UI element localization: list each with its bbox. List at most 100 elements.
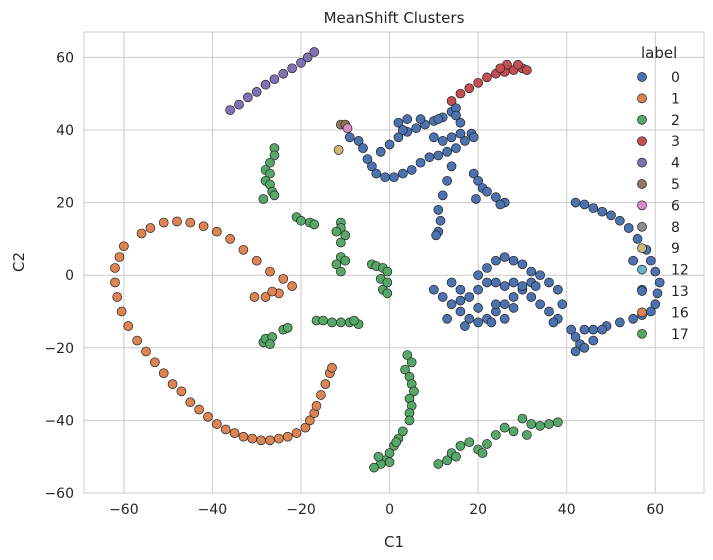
data-point: [331, 259, 342, 270]
data-point: [265, 168, 275, 179]
plot-area: [83, 31, 705, 494]
data-point: [176, 386, 187, 397]
x-axis-label: C1: [384, 533, 404, 551]
legend-entry: 1: [637, 91, 680, 107]
data-point: [446, 277, 457, 288]
data-point: [291, 428, 302, 438]
legend-marker: [637, 307, 647, 318]
data-point: [628, 313, 638, 324]
data-point: [473, 77, 483, 88]
data-point: [384, 457, 395, 467]
data-point: [340, 255, 351, 266]
data-point: [579, 324, 590, 335]
data-point: [316, 390, 326, 400]
legend-entry: 4: [637, 156, 680, 172]
data-point: [464, 313, 475, 324]
data-point: [251, 87, 262, 97]
x-tick-label: −20: [286, 502, 316, 518]
data-point: [650, 299, 661, 310]
data-point: [442, 146, 452, 157]
data-point: [362, 154, 373, 164]
y-tick-label: −20: [44, 341, 74, 357]
data-point: [508, 426, 519, 437]
data-point: [499, 299, 510, 310]
data-point: [473, 270, 483, 281]
data-point: [508, 292, 519, 302]
data-point: [429, 284, 439, 295]
data-point: [398, 168, 408, 179]
y-tick-labels: −60 −40 −20 0 20 40 60: [44, 50, 74, 502]
series-label-1: [110, 216, 337, 446]
data-point: [491, 299, 501, 310]
data-point: [471, 194, 481, 204]
legend-entry: 8: [637, 220, 680, 236]
data-point: [517, 259, 528, 270]
data-point: [535, 420, 545, 431]
data-point: [251, 255, 262, 266]
data-point: [455, 88, 466, 99]
data-point: [544, 277, 554, 288]
data-point: [460, 136, 470, 146]
x-tick-label: −40: [198, 502, 228, 518]
series-label-13: [344, 125, 408, 143]
data-point: [526, 292, 537, 302]
data-point: [431, 230, 441, 241]
data-point: [212, 419, 222, 429]
data-point: [491, 277, 501, 288]
legend-marker: [637, 328, 647, 339]
data-point: [646, 306, 656, 317]
data-point: [654, 277, 665, 288]
x-tick-label: 40: [558, 502, 576, 518]
data-point: [398, 426, 408, 437]
data-point: [570, 332, 581, 342]
data-point: [499, 313, 510, 324]
data-point: [349, 315, 359, 326]
data-point: [278, 273, 289, 284]
data-point: [278, 68, 289, 79]
grid-lines: [84, 32, 704, 494]
data-point: [526, 419, 537, 429]
legend-label: 0: [671, 70, 680, 86]
chart-title: MeanShift Clusters: [324, 9, 465, 27]
data-point: [327, 362, 337, 373]
data-point: [513, 59, 523, 70]
data-point: [442, 455, 452, 466]
data-point: [464, 292, 475, 302]
data-point: [282, 322, 293, 333]
data-point: [269, 190, 280, 201]
data-point: [234, 99, 244, 110]
data-point: [566, 324, 576, 335]
data-point: [437, 136, 448, 146]
legend-entry: 13: [637, 284, 689, 300]
legend-marker: [637, 200, 647, 211]
data-point: [433, 459, 444, 469]
data-point: [185, 397, 196, 408]
data-point: [123, 321, 134, 331]
data-point: [269, 150, 280, 161]
data-point: [333, 145, 344, 155]
data-point: [433, 150, 444, 161]
data-point: [203, 411, 213, 422]
data-point: [380, 172, 390, 183]
data-point: [553, 284, 563, 295]
data-point: [406, 357, 417, 368]
data-point: [267, 286, 278, 297]
data-point: [260, 79, 271, 90]
legend-label: 8: [671, 220, 680, 236]
data-point: [535, 299, 545, 310]
data-point: [309, 219, 320, 230]
data-point: [473, 317, 483, 328]
series-label-4: [225, 47, 320, 115]
data-point: [296, 215, 306, 226]
legend-entry: 16: [637, 305, 689, 321]
data-point: [384, 139, 395, 150]
data-point: [342, 123, 353, 134]
legend-label: 1: [671, 91, 680, 107]
legend-marker: [637, 264, 647, 275]
data-point: [318, 315, 328, 326]
data-point: [446, 132, 457, 143]
data-point: [258, 194, 269, 204]
data-point: [442, 313, 452, 324]
data-point: [424, 152, 435, 163]
data-point: [220, 424, 231, 435]
